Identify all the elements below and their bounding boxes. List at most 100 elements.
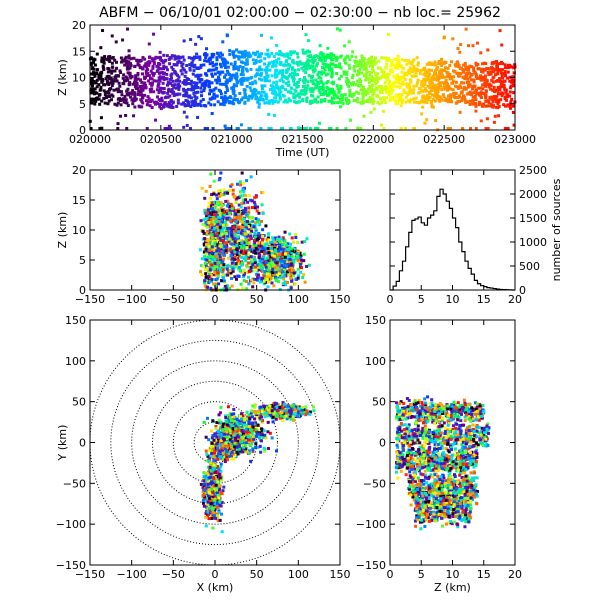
time-height-point bbox=[306, 84, 310, 88]
time-height-point bbox=[108, 55, 112, 59]
time-height-point bbox=[210, 111, 214, 115]
time-height-point bbox=[480, 67, 484, 71]
time-height-point bbox=[456, 86, 460, 90]
x-z-point bbox=[241, 250, 245, 254]
time-height-point bbox=[439, 60, 443, 64]
x-z-point bbox=[253, 241, 257, 245]
time-height-point bbox=[158, 88, 162, 92]
x-y-point bbox=[261, 436, 265, 440]
time-height-point bbox=[412, 58, 416, 62]
time-height-point bbox=[399, 104, 403, 108]
x-z-point bbox=[246, 265, 250, 269]
x-z-point bbox=[202, 281, 206, 285]
time-height-point bbox=[392, 98, 396, 102]
time-height-point bbox=[214, 86, 218, 90]
x-z-point bbox=[205, 243, 209, 247]
time-height-point bbox=[433, 93, 437, 97]
time-height-point bbox=[460, 96, 464, 100]
time-height-point bbox=[98, 102, 102, 106]
x-z-point bbox=[283, 252, 287, 256]
x-z-point bbox=[231, 260, 235, 264]
time-height-point bbox=[176, 83, 180, 87]
time-height-point bbox=[260, 87, 264, 91]
time-height-point bbox=[391, 81, 395, 85]
time-height-point bbox=[345, 72, 349, 76]
time-height-point bbox=[482, 83, 486, 87]
time-height-point bbox=[504, 104, 508, 108]
time-height-point bbox=[173, 83, 177, 87]
time-height-point bbox=[228, 49, 232, 53]
time-height-point bbox=[120, 93, 124, 97]
x-y-point bbox=[257, 434, 261, 438]
time-height-point bbox=[389, 91, 393, 95]
x-z-point bbox=[241, 212, 245, 216]
x-z-point bbox=[283, 239, 287, 243]
time-height-point bbox=[264, 68, 268, 72]
time-height-point bbox=[359, 83, 363, 87]
x-z-point bbox=[225, 217, 229, 221]
time-height-point bbox=[394, 102, 398, 106]
x-z-point bbox=[229, 271, 233, 275]
time-height-point bbox=[129, 57, 133, 61]
time-height-point bbox=[273, 96, 277, 100]
x-z-point bbox=[251, 245, 255, 249]
time-height-point bbox=[232, 102, 236, 106]
x-z-point bbox=[236, 262, 240, 266]
x-z-point bbox=[248, 245, 252, 249]
x-z-point bbox=[265, 240, 269, 244]
x-z-point bbox=[206, 219, 210, 223]
time-height-point bbox=[325, 55, 329, 59]
time-height-point bbox=[210, 72, 214, 76]
time-height-point bbox=[483, 74, 487, 78]
time-height-point bbox=[253, 79, 257, 83]
time-height-point bbox=[189, 82, 193, 86]
time-height-point bbox=[92, 79, 96, 83]
time-height-point bbox=[175, 79, 179, 83]
time-height-point bbox=[126, 104, 130, 108]
time-height-point bbox=[420, 79, 424, 83]
time-height-point bbox=[466, 100, 470, 104]
time-height-point bbox=[170, 106, 174, 110]
time-height-point bbox=[93, 97, 97, 101]
time-height-point bbox=[398, 86, 402, 90]
time-height-point bbox=[225, 89, 229, 93]
time-height-point bbox=[303, 51, 307, 55]
x-z-point bbox=[263, 263, 267, 267]
time-height-point bbox=[220, 96, 224, 100]
time-height-point bbox=[265, 66, 269, 70]
time-height-point bbox=[127, 54, 131, 58]
x-z-point bbox=[237, 265, 241, 269]
ground-point bbox=[484, 127, 488, 130]
time-height-point bbox=[399, 82, 403, 86]
x-z-point bbox=[229, 226, 233, 230]
x-z-point bbox=[213, 257, 217, 261]
x-z-point bbox=[290, 251, 294, 255]
time-height-point bbox=[296, 93, 300, 97]
time-height-point bbox=[488, 82, 492, 86]
x-z-point bbox=[218, 234, 222, 238]
time-height-point bbox=[93, 63, 97, 67]
x-z-point bbox=[204, 249, 208, 253]
time-height-point bbox=[159, 56, 163, 60]
time-height-point bbox=[151, 64, 155, 68]
time-height-point bbox=[292, 77, 296, 81]
x-z-point bbox=[227, 205, 231, 209]
time-height-point bbox=[364, 76, 368, 80]
time-height-point bbox=[258, 52, 262, 56]
time-height-point bbox=[270, 60, 274, 64]
time-height-point bbox=[351, 50, 355, 54]
time-height-point bbox=[435, 88, 439, 92]
time-height-point bbox=[400, 101, 404, 105]
time-height-point bbox=[309, 64, 313, 68]
x-z-point bbox=[224, 210, 228, 214]
x-z-point bbox=[256, 237, 260, 241]
time-height-point bbox=[357, 72, 361, 76]
x-z-point bbox=[223, 245, 227, 249]
x-y-point bbox=[232, 423, 236, 427]
time-height-point bbox=[125, 76, 129, 80]
time-height-point bbox=[138, 66, 142, 70]
time-height-point bbox=[330, 96, 334, 100]
time-height-point bbox=[454, 63, 458, 67]
time-height-point bbox=[194, 74, 198, 78]
